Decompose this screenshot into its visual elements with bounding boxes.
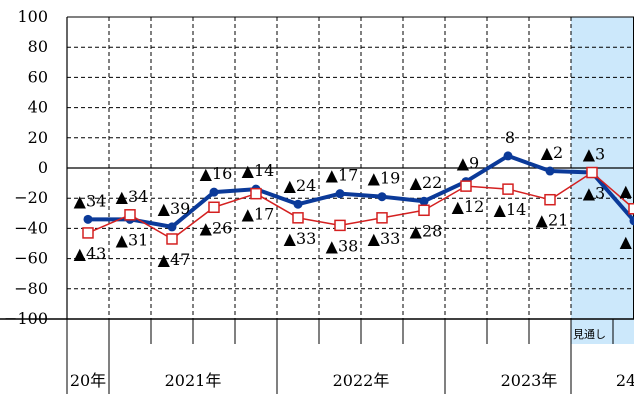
series-2-data-label: ▲47 [158,250,191,269]
y-tick-label: −60 [14,249,48,268]
y-tick-label: −20 [14,188,48,207]
series-1-point [167,222,177,232]
year-label: 20年 [70,371,106,390]
series-2-data-label: ▲33 [368,229,401,248]
series-1-data-label: ▲19 [368,169,401,188]
series-2-data-label: ▲3 [583,184,605,203]
year-label: 2022年 [333,371,390,390]
series-1-data-label: ▲39 [158,199,191,218]
series-2-point [376,212,388,224]
series-2-point [334,219,346,232]
series-2-data-label: ▲43 [74,244,107,263]
series-2-data-label: ▲12 [452,197,485,216]
y-tick-label: 0 [38,158,48,177]
series-1-data-label: ▲2 [541,143,563,162]
y-tick-label: 80 [28,37,48,56]
series-layer [82,151,634,245]
year-label: 2023年 [501,371,558,390]
forecast-label: 見通し [573,328,606,341]
series-2-data-label: ▲38 [326,236,359,255]
series-2-point [166,233,178,245]
series-1-data-label: ▲31 [116,230,149,249]
series-1-point [209,187,219,197]
series-2-point [82,227,94,239]
series-2-data-label: ▲21 [536,211,569,230]
series-2-data-label: ▲14 [494,200,527,219]
series-1-data-label: ▲24 [284,176,317,195]
series-1-data-label: ▲22 [410,173,443,192]
y-tick-labels: 100 80 60 40 20 0 −20 −40 −60 −80 −100 [4,7,48,328]
series-2-point [586,166,598,179]
series-1-point [377,192,387,202]
series-2-point [292,212,304,224]
year-label: 24年 [616,371,634,390]
series-2-point [502,183,514,195]
series-2-point [628,203,634,215]
plot-background [571,17,634,344]
year-label: 2021年 [165,371,222,390]
series-2-point [208,201,220,214]
series-1-data-label: ▲9 [457,154,479,173]
series-line-1 [88,153,634,229]
series-2-data-label: ▲27 [620,181,634,200]
series-1-point [335,189,345,199]
series-2-point [250,187,262,200]
data-labels: ▲34 ▲43 ▲31 ▲34 ▲39 ▲47 ▲16 ▲26 ▲14 ▲17 ▲24 ▲33 ▲17 ▲… [74,128,634,269]
series-1-point [293,199,303,209]
forecast-band [571,17,634,344]
series-1-data-label: ▲34 [74,191,107,210]
series-1-data-label: ▲16 [200,164,233,183]
series-2-data-label: ▲28 [410,221,443,240]
y-tick-label: −80 [14,279,48,298]
series-2-point [124,209,136,221]
y-tick-label: −100 [4,309,48,328]
series-1-point [545,166,555,176]
series-2-data-label: ▲26 [200,218,233,237]
series-2-point [544,193,556,206]
series-2-data-label: ▲17 [242,205,275,224]
y-tick-label: −40 [14,218,48,237]
y-tick-label: 100 [17,7,48,26]
series-1-data-label: ▲35 [620,232,634,251]
series-1-data-label: 8 [505,128,515,147]
series-1-point [629,216,634,226]
series-2-point [418,204,430,217]
y-tick-label: 60 [28,67,48,86]
series-1-data-label: ▲14 [242,161,275,180]
series-1-data-label: ▲17 [326,166,359,185]
series-line-2 [87,171,634,240]
y-tick-label: 40 [28,98,48,117]
series-1-data-label: ▲3 [583,145,605,164]
series-1-point [83,214,93,224]
series-1-point [503,151,513,161]
series-2-point [460,180,472,192]
series-2-data-label: ▲33 [284,229,317,248]
x-axis-area: 20年 2021年 2022年 2023年 24年 見通し [66,319,634,394]
series-1-point [419,196,429,206]
series-2-data-label: ▲34 [116,187,149,206]
y-tick-label: 20 [28,128,48,147]
